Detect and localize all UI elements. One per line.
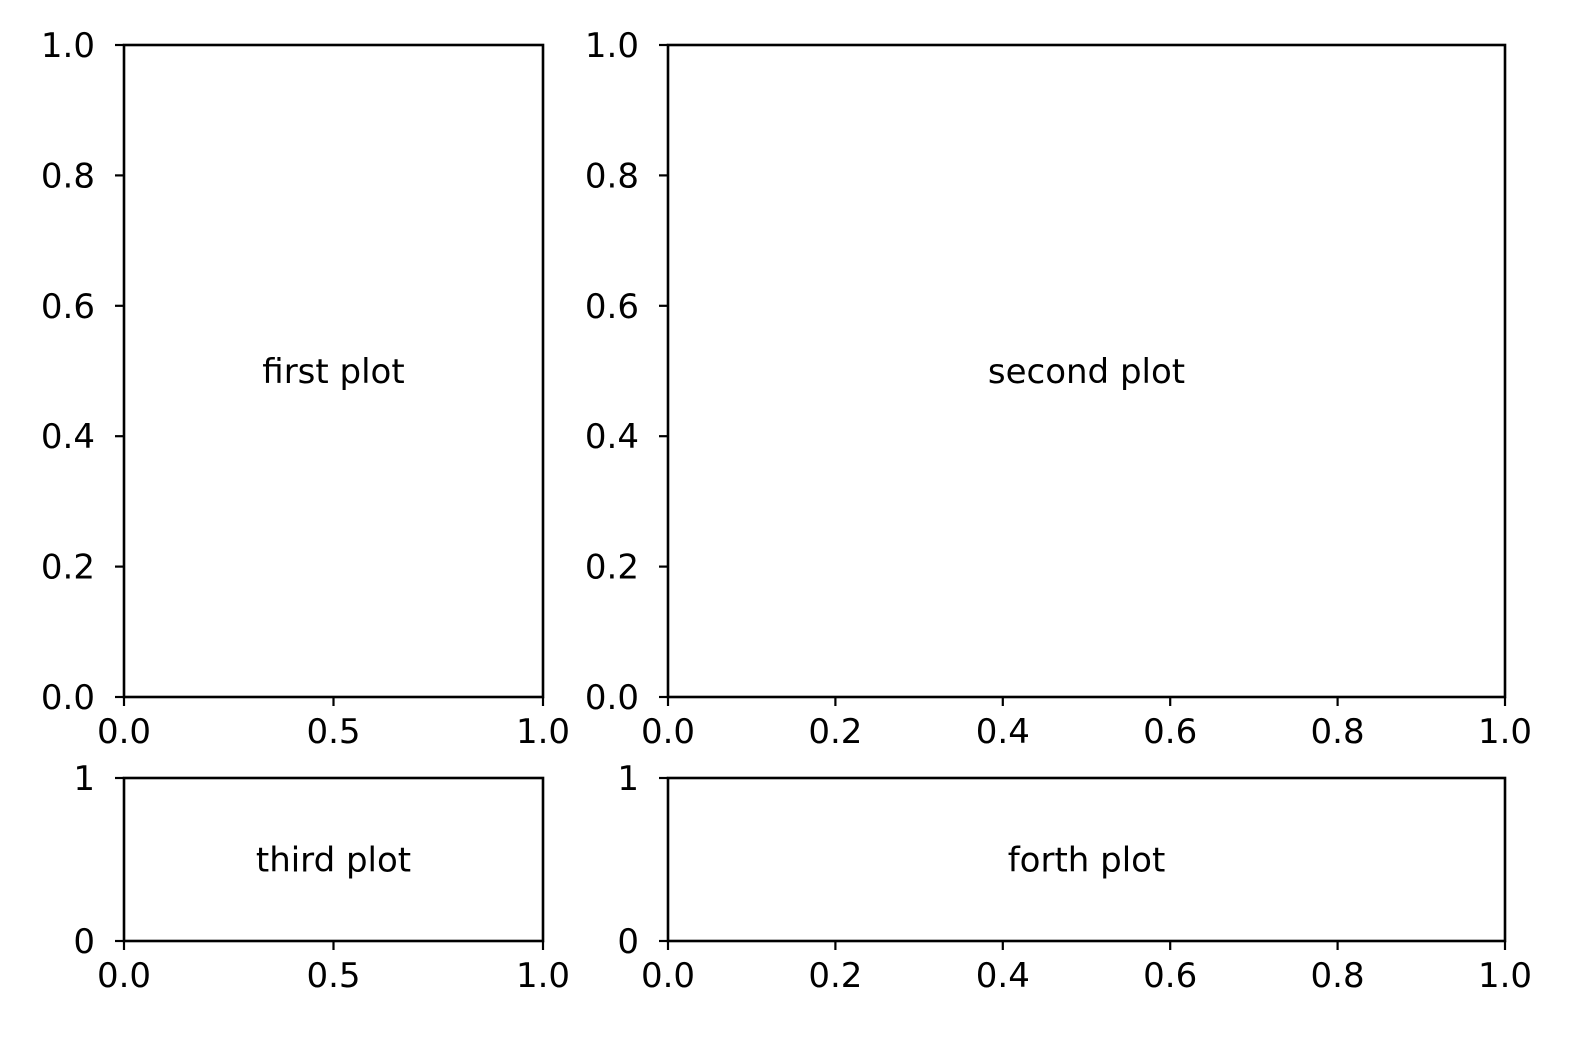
y-tick-label: 0.6 (41, 287, 95, 327)
y-tick-label: 1 (617, 759, 639, 799)
x-tick-label: 0.4 (976, 956, 1030, 996)
plot-annotation: second plot (988, 352, 1185, 392)
x-tick-label: 0.5 (306, 956, 360, 996)
x-tick-label: 0.5 (306, 712, 360, 752)
y-tick-label: 1.0 (41, 26, 95, 66)
x-tick-label: 0.0 (641, 712, 695, 752)
y-tick-label: 0.2 (585, 548, 639, 588)
x-tick-label: 0.6 (1143, 712, 1197, 752)
y-tick-label: 0.8 (41, 156, 95, 196)
y-tick-label: 1.0 (585, 26, 639, 66)
x-tick-label: 1.0 (1478, 712, 1532, 752)
y-tick-label: 0 (617, 922, 639, 962)
y-tick-label: 0.4 (585, 417, 639, 457)
y-tick-label: 0 (73, 922, 95, 962)
axes-third-plot: 0.0 0.5 1.0 0 1 third plot (73, 759, 570, 996)
x-tick-label: 0.8 (1311, 956, 1365, 996)
y-tick-label: 0.0 (585, 678, 639, 718)
x-tick-label: 0.8 (1311, 712, 1365, 752)
x-tick-label: 1.0 (1478, 956, 1532, 996)
plot-annotation: first plot (262, 352, 404, 392)
y-tick-label: 0.2 (41, 548, 95, 588)
x-tick-label: 1.0 (516, 712, 570, 752)
x-tick-label: 0.4 (976, 712, 1030, 752)
plot-annotation: third plot (256, 841, 411, 881)
axes-forth-plot: 0.0 0.2 0.4 0.6 0.8 1.0 0 1 forth plot (617, 759, 1532, 996)
x-tick-label: 1.0 (516, 956, 570, 996)
axes-first-plot: 0.0 0.5 1.0 0.0 0.2 0.4 0.6 0.8 1.0 first plot (41, 26, 570, 752)
axes-second-plot: 0.0 0.2 0.4 0.6 0.8 1.0 0.0 0.2 0.4 0.6 0.8 1.0 seco… (585, 26, 1532, 752)
x-tick-label: 0.0 (97, 956, 151, 996)
y-tick-label: 1 (73, 759, 95, 799)
axes-frame (122, 776, 545, 943)
y-tick-label: 0.0 (41, 678, 95, 718)
y-tick-label: 0.4 (41, 417, 95, 457)
axes-frame (666, 776, 1507, 943)
axes-frame (666, 43, 1507, 699)
x-tick-label: 0.2 (808, 956, 862, 996)
y-tick-label: 0.6 (585, 287, 639, 327)
x-tick-label: 0.6 (1143, 956, 1197, 996)
axes-frame (122, 43, 545, 699)
x-tick-label: 0.0 (97, 712, 151, 752)
x-tick-label: 0.0 (641, 956, 695, 996)
plot-annotation: forth plot (1008, 841, 1166, 881)
y-tick-label: 0.8 (585, 156, 639, 196)
x-tick-label: 0.2 (808, 712, 862, 752)
